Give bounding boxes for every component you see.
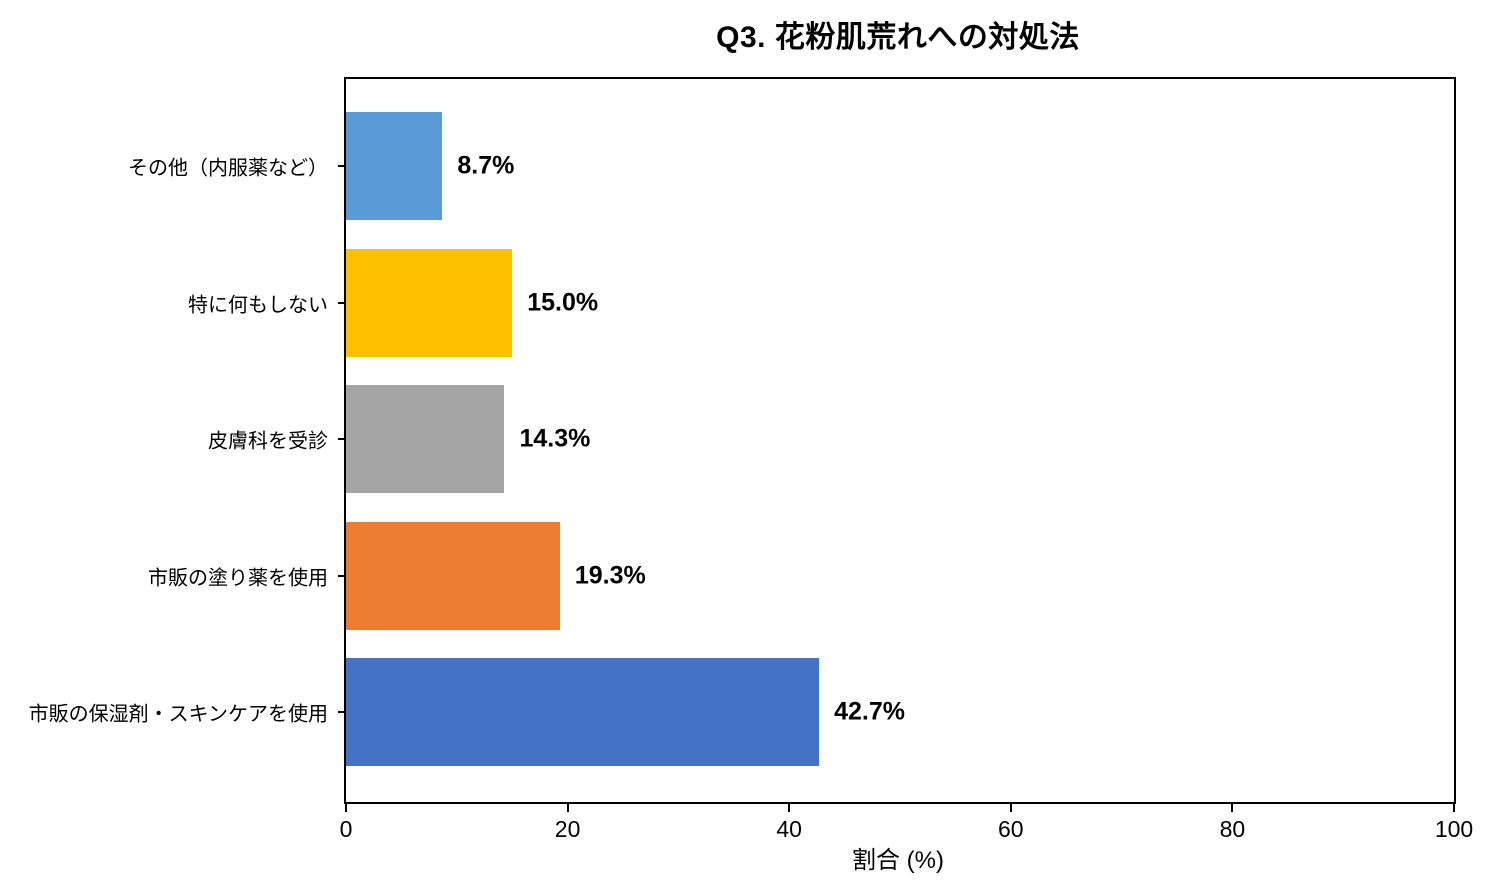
- x-tick-label: 40: [776, 816, 802, 842]
- bar-1: [346, 248, 513, 357]
- x-tick-mark: [1009, 804, 1012, 812]
- x-tick-mark: [1231, 804, 1234, 812]
- chart-title: Q3. 花粉肌荒れへの対処法: [716, 21, 1080, 54]
- bar-0: [346, 112, 443, 220]
- x-tick-mark: [345, 804, 347, 812]
- x-tick-mark: [788, 804, 791, 812]
- y-tick-mark: [338, 165, 346, 167]
- y-tick-mark: [338, 301, 346, 304]
- x-tick-mark: [1453, 804, 1455, 812]
- x-tick-label: 60: [998, 816, 1024, 842]
- x-axis-label: 割合 (%): [852, 847, 944, 874]
- y-axis-category-label: 市販の保湿剤・スキンケアを使用: [28, 703, 328, 726]
- bar-value-label: 15.0%: [527, 288, 599, 316]
- y-axis-category-label: 皮膚科を受診: [208, 430, 328, 453]
- bar-3: [346, 521, 560, 630]
- y-tick-mark: [338, 438, 346, 440]
- y-axis-category-label: 特に何もしない: [188, 294, 328, 316]
- bar-value-label: 42.7%: [834, 697, 905, 726]
- bar-value-label: 19.3%: [574, 561, 646, 589]
- bar-value-label: 14.3%: [519, 424, 591, 453]
- x-tick-label: 80: [1219, 816, 1246, 842]
- x-tick-label: 0: [339, 816, 353, 842]
- y-axis-category-label: 市販の塗り薬を使用: [148, 567, 328, 589]
- bar-2: [346, 385, 505, 493]
- bar-4: [346, 658, 820, 766]
- x-tick-mark: [566, 804, 569, 812]
- y-axis-category-label: その他（内服薬など）: [128, 157, 328, 180]
- y-tick-mark: [338, 711, 346, 713]
- y-tick-mark: [338, 574, 346, 577]
- bar-value-label: 8.7%: [457, 151, 515, 180]
- x-tick-label: 100: [1434, 816, 1474, 842]
- x-tick-label: 20: [554, 816, 581, 842]
- plot-area: その他（内服薬など） 8.7% 特に何もしない 15.0% 皮膚科を受診 14.3% 市販の…: [29, 77, 1473, 842]
